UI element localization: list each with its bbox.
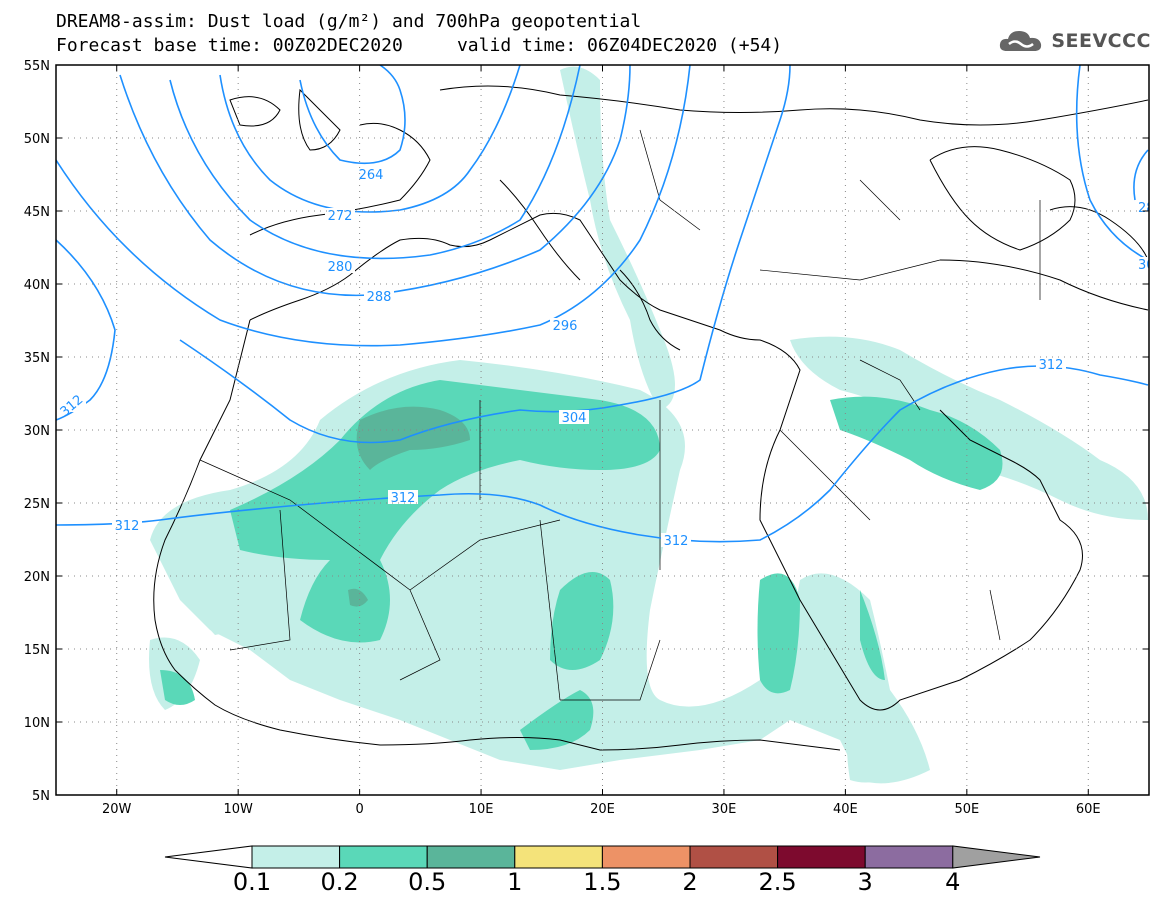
lon-tick-label: 10E xyxy=(469,802,494,817)
lat-tick-label: 50N xyxy=(24,132,50,147)
cloud-logo-icon xyxy=(1000,31,1042,51)
svg-text:312: 312 xyxy=(1039,358,1064,373)
contour-label: 312 xyxy=(1036,357,1066,373)
contour-label: 312 xyxy=(661,533,691,549)
lat-tick-label: 55N xyxy=(24,59,50,74)
svg-text:312: 312 xyxy=(115,519,140,534)
graticule xyxy=(56,65,1149,795)
longitude-axis: 20W 10W 0 10E 20E 30E 40E 50E 60E xyxy=(102,65,1101,817)
colorbar-level-label: 1 xyxy=(507,868,523,896)
colorbar-level-label: 3 xyxy=(857,868,873,896)
lon-tick-label: 60E xyxy=(1076,802,1101,817)
lat-tick-label: 45N xyxy=(24,205,50,220)
colorbar-segment xyxy=(601,845,691,869)
svg-text:28: 28 xyxy=(1138,201,1155,216)
colorbar-segment xyxy=(251,845,341,869)
lat-tick-label: 20N xyxy=(24,570,50,585)
lon-tick-label: 10W xyxy=(223,802,253,817)
dust-shading-dark xyxy=(348,406,470,607)
colorbar-arrow-low xyxy=(164,845,253,869)
lon-tick-label: 20E xyxy=(590,802,615,817)
colorbar-segment xyxy=(777,845,866,869)
colorbar-level-label: 0.2 xyxy=(320,868,359,896)
brand-name: SEEVCCC xyxy=(1051,30,1151,52)
map-subtitle: Forecast base time: 00Z02DEC2020 valid t… xyxy=(56,36,782,56)
colorbar-segment xyxy=(339,845,428,869)
colorbar-arrow-high xyxy=(952,845,1041,869)
colorbar-level-label: 0.1 xyxy=(232,868,272,896)
latitude-axis: 55N 50N 45N 40N 35N 30N 25N 20N 15N 10N 5N xyxy=(24,59,1149,804)
svg-text:296: 296 xyxy=(553,319,578,334)
svg-text:264: 264 xyxy=(359,168,384,183)
svg-text:312: 312 xyxy=(391,491,416,506)
lon-tick-label: 30E xyxy=(712,802,737,817)
colorbar-level-label: 1.5 xyxy=(583,868,622,896)
colorbar-level-label: 2.5 xyxy=(758,868,797,896)
valid-time: valid time: 06Z04DEC2020 (+54) xyxy=(456,35,783,56)
contour-label: 296 xyxy=(550,318,580,334)
contour-label: 288 xyxy=(364,289,394,305)
contour-label: 280 xyxy=(325,259,355,275)
contour-label: 28 xyxy=(1136,200,1155,216)
colorbar xyxy=(164,845,1041,869)
colorbar-segment xyxy=(426,845,516,869)
svg-text:280: 280 xyxy=(328,260,353,275)
contour-label: 304 xyxy=(559,410,589,426)
colorbar-level-label: 2 xyxy=(682,868,698,896)
lat-tick-label: 30N xyxy=(24,424,50,439)
contour-label: 312 xyxy=(112,518,142,534)
svg-text:272: 272 xyxy=(328,209,353,224)
svg-text:30: 30 xyxy=(1138,258,1155,273)
country-borders xyxy=(199,129,1041,701)
lat-tick-label: 5N xyxy=(32,789,50,804)
colorbar-segment xyxy=(514,845,603,869)
lat-tick-label: 15N xyxy=(24,643,50,658)
brand-logo: SEEVCCC xyxy=(997,26,1151,56)
dust-shading-medium xyxy=(160,380,1003,750)
svg-text:312: 312 xyxy=(664,534,689,549)
lat-tick-label: 35N xyxy=(24,351,50,366)
lon-tick-label: 50E xyxy=(954,802,979,817)
lat-tick-label: 40N xyxy=(24,278,50,293)
forecast-base-time: Forecast base time: 00Z02DEC2020 xyxy=(56,35,403,56)
colorbar-level-label: 4 xyxy=(945,868,961,896)
map-title: DREAM8-assim: Dust load (g/m²) and 700hP… xyxy=(56,11,642,32)
colorbar-segment xyxy=(864,845,954,869)
svg-text:288: 288 xyxy=(367,290,392,305)
svg-text:304: 304 xyxy=(562,411,587,426)
contour-label: 30 xyxy=(1136,257,1155,273)
geopotential-contours xyxy=(56,65,1149,543)
contour-label: 264 xyxy=(356,167,386,183)
contour-label: 312 xyxy=(388,490,418,506)
colorbar-level-label: 0.5 xyxy=(408,868,447,896)
colorbar-segment xyxy=(689,845,779,869)
lat-tick-label: 10N xyxy=(24,716,50,731)
lon-tick-label: 40E xyxy=(833,802,858,817)
contour-label: 272 xyxy=(325,208,355,224)
lon-tick-label: 0 xyxy=(355,802,363,817)
lat-tick-label: 25N xyxy=(24,497,50,512)
lon-tick-label: 20W xyxy=(102,802,132,817)
